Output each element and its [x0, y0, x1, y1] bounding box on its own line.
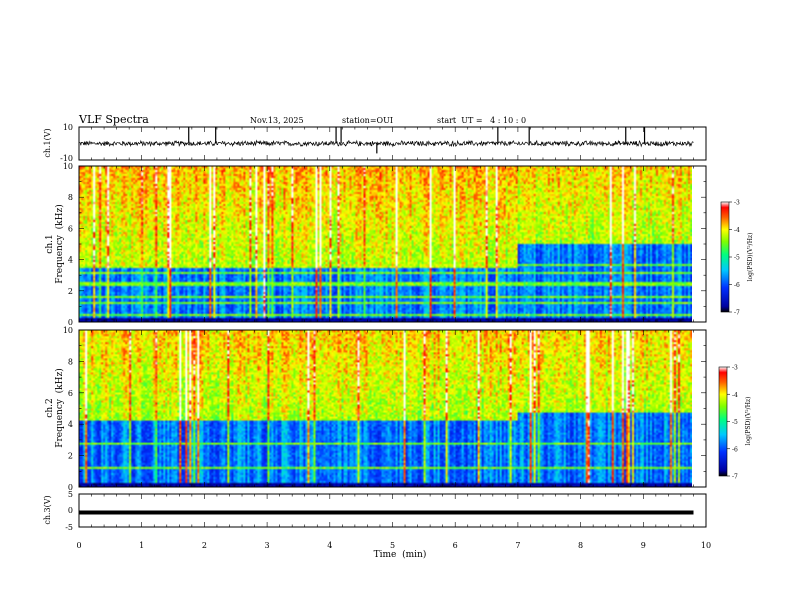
ch1-colorbar-label: log(PSD)(V²/Hz): [747, 233, 754, 282]
ch1-spikes: [188, 127, 646, 154]
ch2-spectrogram-image: [79, 330, 692, 487]
ch1-colorbar: -3 -4 -5 -6 -7 log(PSD)(V²/Hz): [720, 200, 754, 317]
ch1-time-ticks: [78, 127, 707, 160]
ch3-waveform-line: [79, 510, 694, 515]
ch1-spectrogram-ylabel-bottom: Frequency (kHz): [54, 204, 65, 283]
freq-tick-label: 2: [68, 287, 73, 296]
ch1-waveform-panel: 10 -10 ch.1(V): [43, 123, 707, 163]
time-tick-label: 3: [265, 541, 270, 550]
ch3-ytick-top: 5: [68, 490, 73, 499]
time-tick-label: 10: [701, 541, 711, 550]
freq-tick-label: 2: [68, 452, 73, 461]
ch2-colorbar-gradient: [718, 366, 728, 477]
freq-tick-label: 10: [63, 162, 73, 171]
colorbar-tick-label: -6: [732, 446, 738, 453]
time-tick-label: 5: [390, 541, 395, 550]
ch1-spectrogram-image: [79, 166, 692, 322]
time-axis-tick-labels: 0 1 2 3 4 5 6 7 8 9 10: [76, 541, 711, 550]
ch3-ylabel: ch.3(V): [43, 495, 52, 524]
figure-title: VLF Spectra: [78, 113, 149, 126]
time-tick-label: 6: [453, 541, 458, 550]
ch2-spectrogram-ylabel-bottom: Frequency (kHz): [54, 368, 65, 447]
time-tick-label: 2: [202, 541, 207, 550]
ch1-spectrogram-time-ticks: [78, 166, 707, 322]
ch1-ytick-bottom: -10: [60, 154, 73, 163]
freq-tick-label: 10: [63, 326, 73, 335]
time-tick-label: 7: [515, 541, 520, 550]
time-tick-label: 1: [139, 541, 144, 550]
freq-tick-label: 6: [68, 224, 73, 233]
ch2-spectrogram-time-ticks: [78, 330, 707, 487]
station-label: station=OUI: [342, 116, 393, 125]
ch1-spectrogram-panel: 0 2 4 6 8 10 ch.1 Frequency (kHz): [45, 162, 707, 327]
ch1-ytick-top: 10: [63, 123, 73, 132]
start-time-label: start UT = 4 : 10 : 0: [437, 116, 526, 125]
freq-tick-label: 4: [68, 420, 73, 429]
colorbar-tick-label: -3: [732, 365, 738, 372]
ch3-ytick-bottom: -5: [65, 523, 73, 532]
ch2-colorbar-label: log(PSD)(V²/Hz): [745, 397, 752, 446]
ch2-colorbar: -3 -4 -5 -6 -7 log(PSD)(V²/Hz): [718, 365, 752, 481]
colorbar-tick-label: -4: [732, 392, 738, 399]
colorbar-tick-label: -7: [734, 310, 740, 317]
time-tick-label: 8: [578, 541, 583, 550]
colorbar-tick-label: -3: [734, 200, 740, 207]
ch2-freq-ticks: 0 2 4 6 8 10: [63, 326, 706, 492]
freq-tick-label: 8: [68, 193, 73, 202]
colorbar-tick-label: -5: [734, 255, 740, 262]
ch3-time-ticks: [78, 494, 707, 527]
ch1-colorbar-ticks: -3 -4 -5 -6 -7: [729, 200, 740, 317]
colorbar-tick-label: -6: [734, 282, 740, 289]
ch3-ytick-mid: 0: [68, 506, 73, 515]
ch1-spectrogram-ylabel-top: ch.1: [45, 234, 55, 253]
colorbar-tick-label: -5: [732, 419, 738, 426]
colorbar-tick-label: -4: [734, 227, 740, 234]
time-tick-label: 9: [641, 541, 646, 550]
freq-tick-label: 0: [68, 318, 73, 327]
ch2-spectrogram-panel: 0 2 4 6 8 10 ch.2 Frequency (kHz): [45, 326, 707, 492]
ch2-spectrogram-ylabel-top: ch.2: [45, 398, 55, 417]
ch1-ylabel: ch.1(V): [43, 128, 52, 157]
ch1-freq-ticks: 0 2 4 6 8 10: [63, 162, 706, 327]
freq-tick-label: 6: [68, 389, 73, 398]
ch2-colorbar-ticks: -3 -4 -5 -6 -7: [727, 365, 738, 481]
time-tick-label: 0: [76, 541, 81, 550]
time-tick-label: 4: [327, 541, 332, 550]
ch1-colorbar-gradient: [720, 201, 730, 313]
colorbar-tick-label: -7: [732, 474, 738, 481]
time-axis-label: Time (min): [374, 549, 427, 560]
freq-tick-label: 8: [68, 357, 73, 366]
date-label: Nov.13, 2025: [250, 116, 304, 125]
freq-tick-label: 0: [68, 483, 73, 492]
ch3-waveform-panel: 5 0 -5 ch.3(V): [43, 490, 707, 532]
freq-tick-label: 4: [68, 256, 73, 265]
ch1-waveform-line: [78, 139, 694, 148]
